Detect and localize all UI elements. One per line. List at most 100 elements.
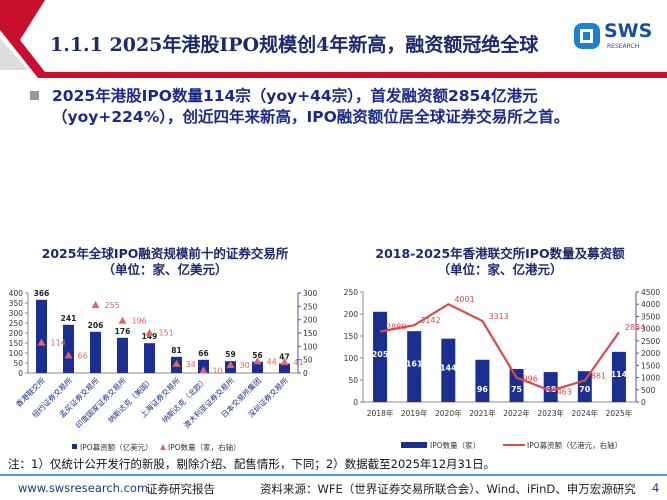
legend-triangle-swatch [160, 444, 166, 450]
left-tick-label: 250 [9, 319, 24, 328]
bar-value-label: 70 [579, 385, 591, 394]
marker-value-label: 996 [523, 375, 538, 384]
marker-value-label: 10 [213, 366, 223, 375]
footer-website-link[interactable]: www.swsresearch.com [18, 481, 149, 495]
right-tick-label: 0 [303, 369, 308, 378]
summary-bullet: 2025年港股IPO数量114宗（yoy+44宗），首发融资额2854亿港元（y… [30, 86, 650, 128]
x-category-label: 纳斯达克（美国） [105, 375, 154, 424]
bar-value-label: 96 [477, 385, 489, 394]
left-tick-label: 250 [344, 288, 359, 297]
right-tick-label: 200 [303, 316, 318, 325]
bar-value-label: 81 [171, 346, 181, 355]
marker-value-label: 114 [51, 339, 66, 348]
bar [144, 343, 155, 373]
legend-marker-label: IPO数量（家，右轴） [168, 442, 241, 452]
chart1-title-block: 2025年全球IPO融资规模前十的证券交易所 （单位：家、亿美元） [0, 246, 330, 278]
footer-divider [0, 474, 667, 476]
marker-value-label: 41 [294, 358, 304, 367]
triangle-marker [64, 351, 73, 359]
marker-value-label: 3142 [420, 316, 440, 325]
chart2-hkex: 0501001502002500500100015002000250030003… [344, 288, 661, 450]
bar [373, 311, 388, 402]
marker-value-label: 2854 [625, 323, 645, 332]
chart1-subtitle: （单位：家、亿美元） [102, 262, 228, 277]
bar-value-label: 66 [198, 349, 208, 358]
legend-marker-label: IPO募资额（亿港元，右轴） [527, 440, 622, 450]
footer-source: 资料来源：WFE（世界证券交易所联合会）、Wind、iFinD、申万宏源研究 [260, 482, 636, 496]
bar [475, 359, 490, 402]
triangle-marker [118, 316, 127, 324]
legend-bar-label: IPO募资额（亿美元） [80, 442, 153, 452]
left-tick-label: 150 [344, 332, 359, 341]
triangle-marker [91, 301, 100, 308]
marker-value-label: 30 [240, 361, 250, 370]
left-tick-label: 50 [348, 376, 358, 385]
right-tick-label: 1500 [641, 361, 660, 370]
bar-value-label: 47 [279, 353, 289, 362]
chart2-title-block: 2018-2025年香港联交所IPO数量及募资额 （单位：家、亿港元） [333, 246, 667, 278]
x-category-label: 2025年 [606, 408, 633, 418]
marker-value-label: 463 [557, 388, 572, 397]
triangle-marker [199, 366, 208, 374]
chart2-subtitle: （单位：家、亿港元） [437, 262, 563, 277]
bar-value-label: 59 [225, 350, 235, 359]
logo-text: SWS [604, 20, 653, 42]
left-tick-label: 100 [9, 349, 24, 358]
sws-logo: SWS RESEARCH [572, 18, 662, 58]
right-tick-label: 3000 [641, 325, 660, 334]
marker-value-label: 881 [591, 371, 606, 380]
triangle-marker [172, 359, 181, 367]
triangle-marker [280, 358, 289, 366]
marker-value-label: 2880 [386, 323, 406, 332]
left-tick-label: 350 [9, 299, 24, 308]
bar-value-label: 241 [61, 314, 77, 323]
left-tick-label: 150 [9, 339, 24, 348]
bar-value-label: 366 [34, 289, 50, 298]
marker-value-label: 151 [159, 329, 174, 338]
left-tick-label: 100 [344, 354, 359, 363]
right-tick-label: 100 [303, 342, 318, 351]
bar-value-label: 161 [406, 360, 423, 369]
bar-value-label: 206 [88, 321, 104, 330]
bar-value-label: 176 [115, 327, 131, 336]
bar [509, 369, 524, 402]
bar [611, 351, 626, 402]
x-category-label: 澳大利亚证券交易所 [181, 375, 236, 430]
left-tick-label: 200 [344, 310, 359, 319]
bar [36, 299, 47, 373]
right-tick-label: 1000 [641, 374, 660, 383]
chart1-exchanges: 0501001502002503003504000501001502002503… [9, 289, 318, 452]
bar [441, 338, 456, 402]
legend-bar-swatch [401, 442, 427, 448]
marker-value-label: 4001 [454, 295, 474, 304]
left-tick-label: 300 [9, 309, 24, 318]
marker-value-label: 34 [186, 360, 196, 369]
left-tick-label: 200 [9, 329, 24, 338]
page-number: 4 [652, 481, 660, 495]
marker-value-label: 66 [78, 351, 88, 360]
left-tick-label: 400 [9, 289, 24, 298]
summary-text: 2025年港股IPO数量114宗（yoy+44宗），首发融资额2854亿港元（y… [52, 87, 570, 126]
bar [90, 331, 101, 373]
chart2-title: 2018-2025年香港联交所IPO数量及募资额 [375, 246, 625, 261]
logo-mark-icon [574, 23, 600, 49]
x-category-label: 印度国家证券交易所 [73, 375, 128, 430]
bar-value-label: 114 [611, 370, 628, 379]
bar [407, 331, 422, 402]
bar [543, 372, 558, 402]
triangle-marker [226, 361, 235, 368]
marker-value-label: 3313 [488, 312, 508, 321]
right-tick-label: 2000 [641, 349, 660, 358]
bar-value-label: 144 [440, 363, 457, 372]
right-tick-label: 250 [303, 302, 318, 311]
bar [117, 337, 128, 373]
bar [279, 363, 290, 373]
chart1-title: 2025年全球IPO融资规模前十的证券交易所 [41, 246, 289, 261]
left-tick-label: 0 [18, 369, 23, 378]
x-category-label: 2020年 [435, 408, 462, 418]
right-tick-label: 2500 [641, 337, 660, 346]
right-tick-label: 300 [303, 289, 318, 298]
header-decoration [0, 0, 667, 78]
bar-value-label: 56 [252, 351, 262, 360]
right-tick-label: 4000 [641, 300, 660, 309]
